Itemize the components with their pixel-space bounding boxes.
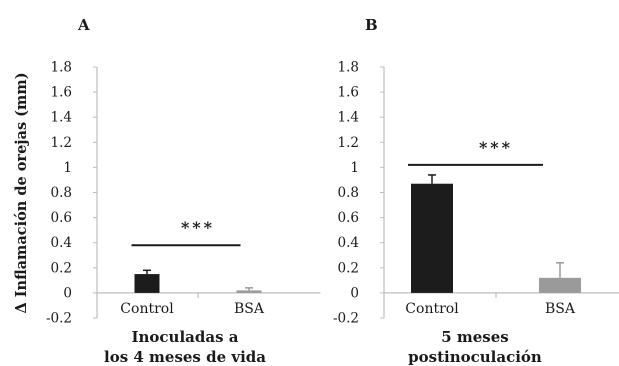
category-label: Control — [405, 301, 459, 317]
y-tick-label: 0 — [63, 285, 72, 301]
y-tick-label: 1.8 — [51, 60, 72, 76]
panel-b-letter: B — [365, 16, 378, 34]
significance-stars: *** — [181, 218, 215, 237]
y-tick-label: -0.2 — [46, 311, 72, 327]
y-tick-label: 1.2 — [338, 135, 359, 151]
y-axis-label: Δ Inflamación de orejas (mm) — [13, 72, 30, 313]
y-tick-label: 0.6 — [338, 210, 359, 226]
y-tick-label: 1.6 — [51, 85, 72, 101]
y-tick-label: 1.8 — [338, 60, 359, 76]
y-tick-label: 0.8 — [51, 185, 72, 201]
category-label: BSA — [234, 301, 265, 317]
significance-stars: *** — [479, 138, 513, 157]
y-tick-label: 1.6 — [338, 85, 359, 101]
y-tick-label: 0 — [350, 285, 359, 301]
y-tick-label: 1.2 — [51, 135, 72, 151]
y-tick-label: 0.2 — [51, 260, 72, 276]
y-tick-label: 0.8 — [338, 185, 359, 201]
y-tick-label: 0.6 — [51, 210, 72, 226]
y-tick-label: 1 — [63, 160, 72, 176]
panel-b-caption-line-2: postinoculación — [408, 348, 542, 366]
panel-a-caption-line-2: los 4 meses de vida — [104, 348, 266, 366]
category-label: BSA — [545, 301, 576, 317]
category-label: Control — [120, 301, 174, 317]
y-tick-label: -0.2 — [333, 311, 359, 327]
y-tick-label: 0.2 — [338, 260, 359, 276]
y-tick-label: 0.4 — [51, 235, 72, 251]
y-tick-label: 1.4 — [338, 110, 359, 126]
y-tick-label: 1 — [350, 160, 359, 176]
panel-a-caption-line-1: Inoculadas a — [132, 328, 239, 346]
bar-control — [411, 183, 453, 293]
bar-bsa — [236, 290, 262, 293]
y-tick-label: 1.4 — [51, 110, 72, 126]
panel-b: B 5 meses postinoculación -0.2 0 0.2 0.4 0.6… — [333, 16, 619, 366]
panel-a: A Inoculadas a los 4 meses de vida -0.2 0… — [46, 16, 321, 366]
y-tick-label: 0.4 — [338, 235, 359, 251]
bar-control — [134, 274, 160, 293]
bar-bsa — [539, 277, 581, 293]
panel-b-caption-line-1: 5 meses — [441, 328, 509, 346]
panel-a-letter: A — [77, 16, 90, 34]
